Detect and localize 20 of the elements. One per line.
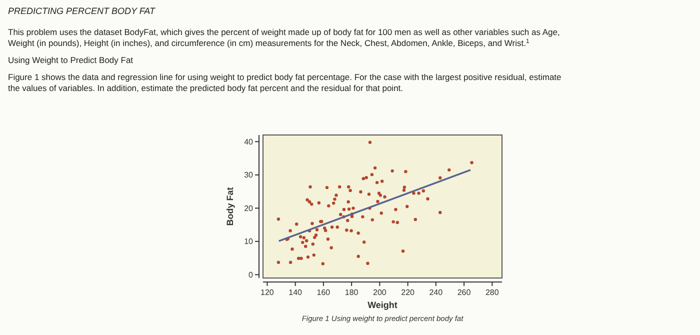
- x-tick-label: 240: [429, 288, 444, 297]
- y-tick-label: 0: [248, 270, 254, 280]
- x-tick-label: 260: [457, 288, 472, 297]
- text: PREDICTING PERCENT BODY FAT: [8, 6, 157, 16]
- x-tick-label: 200: [373, 288, 387, 297]
- caption: Figure 1 shows the data and regression line for using weight to predict body fat percentage. For the case with the largest positive residual, estimate the values of variables. In addition, estimate the predicted body fat percent and the residual for that point.: [8, 72, 562, 93]
- y-tick-label: 30: [244, 170, 254, 180]
- x-tick-label: 160: [316, 288, 331, 297]
- text: Using Weight to Predict Body Fat: [8, 55, 134, 65]
- y-axis-title: Body Fat: [225, 187, 235, 226]
- x-tick-label: 120: [260, 288, 274, 297]
- x-tick-label: 220: [401, 288, 416, 297]
- text: This problem uses the dataset BodyFat, which gives the percent of weight made up of body fat for 100 men as well as other variables such as Age, Weight (in pounds), Height (in inches), and circumference (in cm) measurements for the Neck, Chest, Abdomen, Ankle, Biceps, and Wrist.$^{1}$: [8, 27, 560, 48]
- x-axis-title: Weight: [368, 300, 398, 310]
- x-tick-label: 280: [485, 288, 500, 297]
- y-tick-label: 20: [244, 204, 254, 213]
- x-tick-label: 140: [288, 288, 303, 297]
- x-tick-label: 180: [344, 288, 359, 297]
- y-tick-label: 40: [244, 137, 254, 146]
- y-tick-label: 10: [244, 237, 254, 246]
